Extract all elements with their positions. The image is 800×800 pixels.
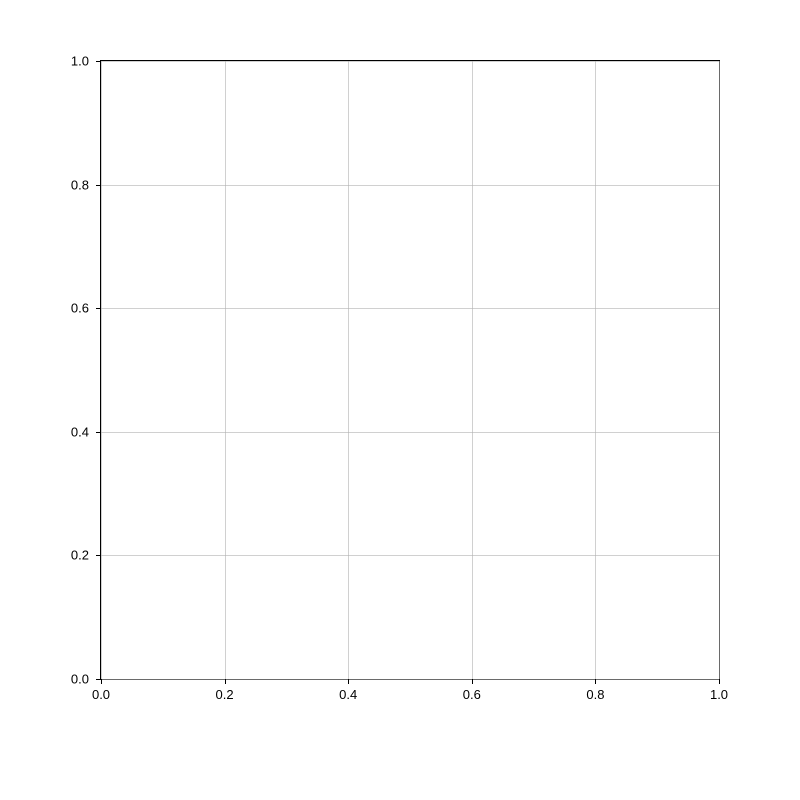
y-tick-label: 0.4: [71, 424, 89, 439]
y-tick: [96, 432, 101, 433]
y-tick-label: 0.2: [71, 548, 89, 563]
x-tick: [101, 679, 102, 684]
y-tick: [96, 308, 101, 309]
x-tick: [225, 679, 226, 684]
plot-area: 0.0 0.2 0.4 0.6 0.8 1.0 0.0 0.2 0.4 0.6 …: [100, 60, 720, 680]
x-tick-label: 0.8: [586, 687, 604, 702]
grid-line-v: [225, 61, 226, 679]
grid-line-v: [101, 61, 102, 679]
x-tick-label: 0.4: [339, 687, 357, 702]
x-tick-label: 0.0: [92, 687, 110, 702]
grid-line-h: [101, 555, 719, 556]
grid-line-h: [101, 185, 719, 186]
x-tick: [472, 679, 473, 684]
grid-line-v: [595, 61, 596, 679]
grid-line-h: [101, 432, 719, 433]
y-tick: [96, 61, 101, 62]
y-tick-label: 0.6: [71, 301, 89, 316]
grid-line-v: [719, 61, 720, 679]
y-tick-label: 0.0: [71, 672, 89, 687]
y-tick: [96, 185, 101, 186]
x-tick-label: 1.0: [710, 687, 728, 702]
x-tick: [348, 679, 349, 684]
grid-line-h: [101, 61, 719, 62]
x-tick: [719, 679, 720, 684]
grid-line-h: [101, 679, 719, 680]
x-tick-label: 0.2: [216, 687, 234, 702]
grid-line-v: [348, 61, 349, 679]
x-tick: [595, 679, 596, 684]
y-tick-label: 0.8: [71, 177, 89, 192]
y-tick-label: 1.0: [71, 54, 89, 69]
grid-line-h: [101, 308, 719, 309]
x-tick-label: 0.6: [463, 687, 481, 702]
y-tick: [96, 679, 101, 680]
plot-container: 0.0 0.2 0.4 0.6 0.8 1.0 0.0 0.2 0.4 0.6 …: [100, 60, 720, 680]
y-tick: [96, 555, 101, 556]
grid-line-v: [472, 61, 473, 679]
